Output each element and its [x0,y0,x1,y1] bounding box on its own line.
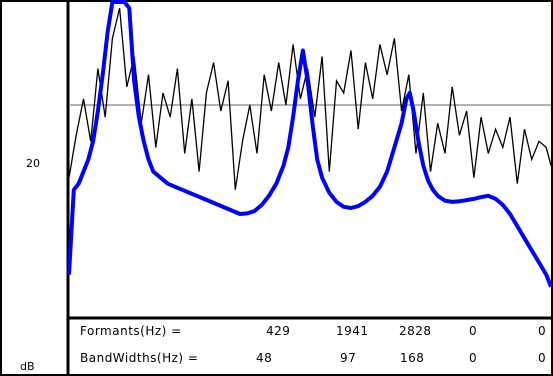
formants-label: Formants(Hz) = [80,324,182,338]
y-unit-label: dB [20,360,35,373]
bandwidth-value: 168 [400,351,425,365]
formant-value: 0 [538,324,547,338]
formant-value: 2828 [399,324,432,338]
formant-value: 0 [469,324,478,338]
bandwidth-value: 97 [340,351,357,365]
formant-value: 429 [266,324,291,338]
spectrum-series [68,7,552,190]
bandwidth-value: 0 [469,351,478,365]
bandwidths-label: BandWidths(Hz) = [80,351,199,365]
formant-value: 1941 [336,324,369,338]
bandwidth-value: 0 [538,351,547,365]
y-tick-label-20: 20 [26,157,40,170]
lpc-envelope-series [67,0,553,288]
bandwidth-value: 48 [256,351,273,365]
